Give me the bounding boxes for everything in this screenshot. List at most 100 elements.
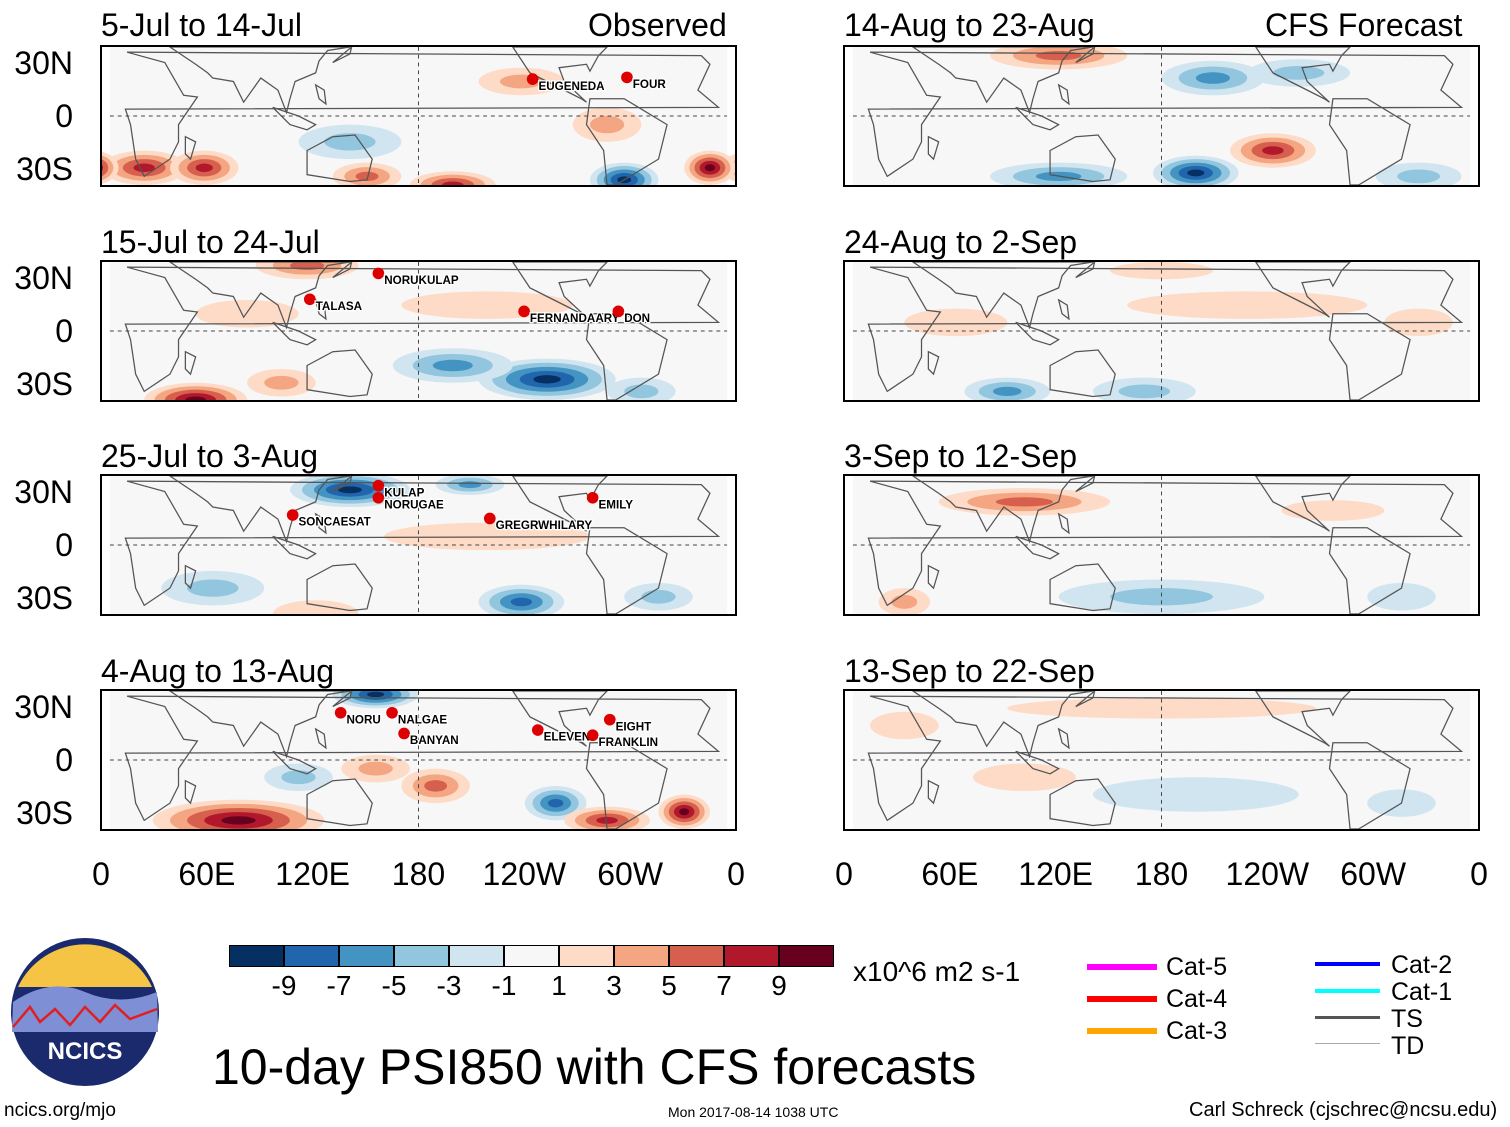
colorbar-tick: 1 <box>551 970 567 1001</box>
storm-label: FOUR <box>633 78 667 91</box>
lat-label: 0 <box>55 98 73 134</box>
coastline <box>1049 134 1116 183</box>
map-panel: NORU NALGAE BANYAN ELEVEN FRANKLIN EIGHT <box>100 689 737 831</box>
map-panel: EUGENEDA FOUR <box>100 45 737 187</box>
coastline <box>1255 262 1351 318</box>
storm-icon <box>531 724 544 736</box>
anomaly-contour <box>1092 777 1299 812</box>
storm-icon <box>603 713 616 726</box>
colorbar-tick: -9 <box>271 970 297 1001</box>
storm-icon <box>372 267 385 280</box>
coastline <box>314 512 327 535</box>
anomaly-contour <box>679 808 690 816</box>
lat-label: 0 <box>55 742 73 778</box>
coastline <box>585 742 668 829</box>
coastline <box>272 106 317 131</box>
lat-label: 30N <box>14 260 73 296</box>
coastline <box>911 691 1094 759</box>
colorbar-swatch <box>614 945 669 967</box>
anomaly-contour <box>1195 72 1231 84</box>
storm-label: NORU <box>347 713 381 726</box>
panel-title: 15-Jul to 24-Jul <box>101 224 320 260</box>
anomaly-contour <box>401 291 573 319</box>
coastline <box>1057 512 1070 535</box>
anomaly-contour <box>624 384 659 399</box>
coastline <box>1049 349 1116 398</box>
storm-icon <box>334 706 347 719</box>
footer-center: Mon 2017-08-14 1038 UTC <box>668 1104 839 1120</box>
anomaly-contour <box>1118 384 1171 399</box>
anomaly-contour <box>272 600 359 614</box>
coastline <box>332 262 353 279</box>
colorbar-tick: -1 <box>491 970 517 1001</box>
coastline <box>124 480 721 607</box>
lat-label: 0 <box>55 313 73 349</box>
coastline <box>184 779 197 805</box>
logo-text: NCICS <box>48 1038 123 1065</box>
anomaly-contour <box>533 375 561 384</box>
colorbar-swatch <box>724 945 779 967</box>
storm-icon <box>518 305 530 318</box>
anomaly-contour <box>187 579 239 597</box>
coastline <box>1015 750 1060 775</box>
colorbar-tick: -5 <box>381 970 407 1001</box>
anomaly-contour <box>424 780 448 792</box>
coastline <box>184 135 197 161</box>
map-panel <box>843 45 1480 187</box>
lat-label: 0 <box>55 527 73 563</box>
storm-icon <box>483 512 496 525</box>
anomaly-contour <box>264 375 299 390</box>
storm-label: DON <box>624 312 650 325</box>
coastline <box>911 47 1094 115</box>
colorbar-swatch <box>779 945 834 967</box>
anomaly-contour <box>704 164 716 172</box>
coastline <box>1255 476 1351 532</box>
panel-title: 3-Sep to 12-Sep <box>844 438 1078 474</box>
anomaly-contour <box>337 486 362 494</box>
coastline <box>867 266 1464 393</box>
coastline <box>1255 691 1351 747</box>
lon-label: 60W <box>597 856 664 892</box>
colorbar-tick: 9 <box>771 970 787 1001</box>
coastline <box>1049 563 1116 612</box>
map-panel <box>843 474 1480 616</box>
colorbar-tick: 3 <box>606 970 622 1001</box>
legend-label: Cat-1 <box>1391 978 1453 1006</box>
lon-label: 180 <box>1134 856 1189 892</box>
legend-swatch <box>1315 962 1380 966</box>
map-panel <box>843 260 1480 402</box>
lon-label: 0 <box>1470 856 1488 892</box>
storm-icon <box>386 706 398 719</box>
coastline <box>927 350 940 376</box>
coastline <box>512 476 608 532</box>
coastline <box>1015 106 1060 131</box>
anomaly-contour <box>1187 169 1205 177</box>
lat-label: 30N <box>14 474 73 510</box>
anomaly-contour <box>358 761 393 776</box>
coastline <box>184 350 197 376</box>
anomaly-contour <box>102 164 104 171</box>
coastline <box>1057 298 1070 321</box>
storm-label: FERNANDAARY <box>530 312 620 325</box>
anomaly-contour <box>1127 291 1368 319</box>
coastline <box>867 480 1464 607</box>
footer-left: ncics.org/mjo <box>4 1100 116 1121</box>
anomaly-contour <box>384 522 590 551</box>
colorbar-swatch <box>669 945 724 967</box>
coastline <box>927 135 940 161</box>
coastline <box>927 779 940 805</box>
coastline <box>911 262 1094 330</box>
coastline <box>306 349 373 398</box>
lat-label: 30N <box>14 689 73 725</box>
coastline <box>184 564 197 590</box>
storm-icon <box>372 491 385 504</box>
colorbar-swatch <box>449 945 504 967</box>
anomaly-contour <box>1272 65 1325 80</box>
lon-label: 60E <box>921 856 979 892</box>
coastline <box>1015 535 1060 560</box>
storm-label: NORUKULAP <box>384 274 459 287</box>
anomaly-contour <box>596 816 618 824</box>
colorbar-swatch <box>559 945 614 967</box>
coastline <box>1075 476 1096 493</box>
coastline <box>306 134 373 183</box>
